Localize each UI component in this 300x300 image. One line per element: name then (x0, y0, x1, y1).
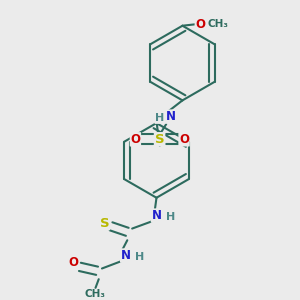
Text: O: O (68, 256, 78, 269)
Text: N: N (165, 110, 176, 123)
Text: CH₃: CH₃ (208, 19, 229, 29)
Text: S: S (100, 217, 110, 230)
Text: H: H (135, 252, 144, 262)
Text: O: O (179, 133, 189, 146)
Text: O: O (130, 133, 140, 146)
Text: N: N (152, 209, 161, 222)
Text: S: S (155, 133, 164, 146)
Text: N: N (121, 249, 131, 262)
Text: H: H (167, 212, 176, 222)
Text: H: H (155, 113, 164, 123)
Text: O: O (195, 18, 205, 31)
Text: CH₃: CH₃ (85, 290, 106, 299)
